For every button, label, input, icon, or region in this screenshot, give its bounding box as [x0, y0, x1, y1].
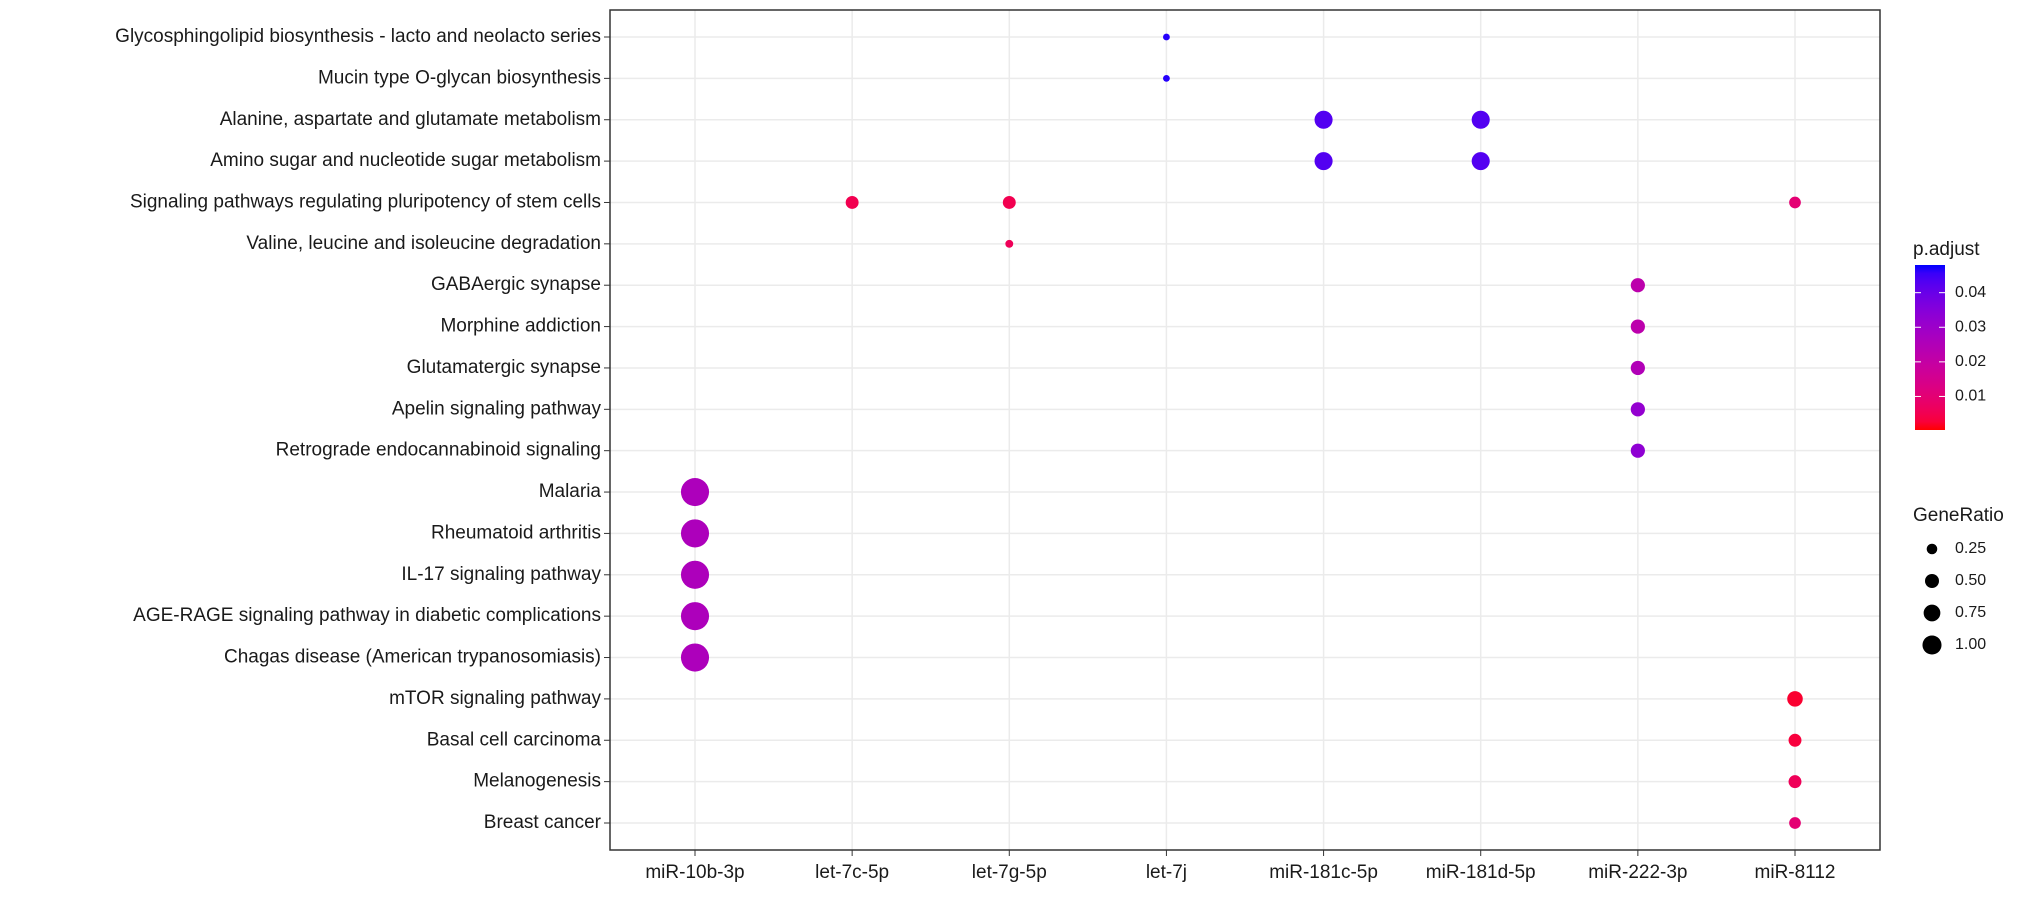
dot [1630, 319, 1645, 334]
y-tick-label: Valine, leucine and isoleucine degradati… [246, 233, 601, 254]
x-tick-label: miR-222-3p [1588, 862, 1687, 883]
colorbar-label: 0.02 [1955, 353, 1986, 370]
size-label: 1.00 [1955, 636, 1986, 653]
dot [1163, 74, 1170, 82]
x-tick-label: miR-10b-3p [645, 862, 744, 883]
y-tick-label: Glycosphingolipid biosynthesis - lacto a… [115, 26, 601, 47]
size-label: 0.50 [1955, 572, 1986, 589]
x-tick-label: miR-181c-5p [1269, 862, 1378, 883]
colorbar-label: 0.01 [1955, 388, 1986, 405]
panel-border [609, 9, 1881, 851]
size-label: 0.25 [1955, 540, 1986, 557]
color-legend-title: p.adjust [1913, 239, 1980, 260]
y-tick-label: AGE-RAGE signaling pathway in diabetic c… [133, 605, 601, 626]
colorbar-label: 0.03 [1955, 318, 1986, 335]
x-tick-label: miR-8112 [1755, 862, 1836, 883]
y-tick-label: Mucin type O-glycan biosynthesis [318, 67, 601, 88]
y-tick-label: Apelin signaling pathway [392, 398, 602, 419]
size-key [1922, 635, 1942, 655]
x-tick-label: let-7g-5p [972, 862, 1047, 883]
y-tick-label: IL-17 signaling pathway [401, 564, 601, 585]
size-legend-title: GeneRatio [1913, 505, 2004, 526]
dot [1005, 239, 1014, 248]
y-tick-label: Amino sugar and nucleotide sugar metabol… [210, 150, 601, 171]
y-tick-label: Malaria [539, 481, 602, 502]
y-tick-label: Signaling pathways regulating pluripoten… [130, 191, 601, 212]
panel [610, 10, 1880, 850]
dot [1789, 196, 1801, 209]
size-label: 0.75 [1955, 604, 1986, 621]
y-tick-label: Morphine addiction [440, 316, 601, 337]
x-tick-label: miR-181d-5p [1426, 862, 1536, 883]
size-key [1925, 574, 1939, 588]
dot [680, 643, 710, 672]
y-tick-label: Melanogenesis [473, 771, 601, 792]
size-key [1923, 604, 1941, 622]
x-tick-label: let-7j [1146, 862, 1187, 883]
dot [1163, 33, 1170, 41]
dot [845, 196, 859, 209]
dot [1630, 360, 1645, 376]
y-tick-label: Breast cancer [484, 812, 602, 833]
dot [680, 477, 710, 507]
colorbar [1915, 265, 1945, 430]
dot [1630, 443, 1645, 458]
dot [680, 519, 710, 548]
dot [1471, 152, 1490, 171]
dot [680, 560, 710, 589]
dot [1630, 402, 1645, 417]
dot [1630, 278, 1645, 293]
y-tick-label: Chagas disease (American trypanosomiasis… [224, 647, 601, 668]
y-tick-label: Glutamatergic synapse [407, 357, 601, 378]
colorbar-label: 0.04 [1955, 284, 1986, 301]
dot [1314, 110, 1333, 129]
y-tick-label: Rheumatoid arthritis [431, 522, 601, 543]
x-tick-label: let-7c-5p [815, 862, 889, 883]
y-tick-label: Basal cell carcinoma [427, 729, 602, 750]
dot [1002, 196, 1016, 209]
y-tick-label: Retrograde endocannabinoid signaling [276, 440, 601, 461]
dot [1787, 691, 1803, 707]
y-tick-label: mTOR signaling pathway [389, 688, 601, 709]
dot [1789, 817, 1801, 829]
dot [1788, 775, 1802, 789]
dot [1471, 110, 1490, 129]
dot [1314, 152, 1333, 171]
size-key [1926, 543, 1938, 555]
y-tick-label: Alanine, aspartate and glutamate metabol… [220, 109, 601, 130]
dot [680, 602, 710, 631]
y-tick-label: GABAergic synapse [431, 274, 601, 295]
dot [1788, 733, 1802, 747]
